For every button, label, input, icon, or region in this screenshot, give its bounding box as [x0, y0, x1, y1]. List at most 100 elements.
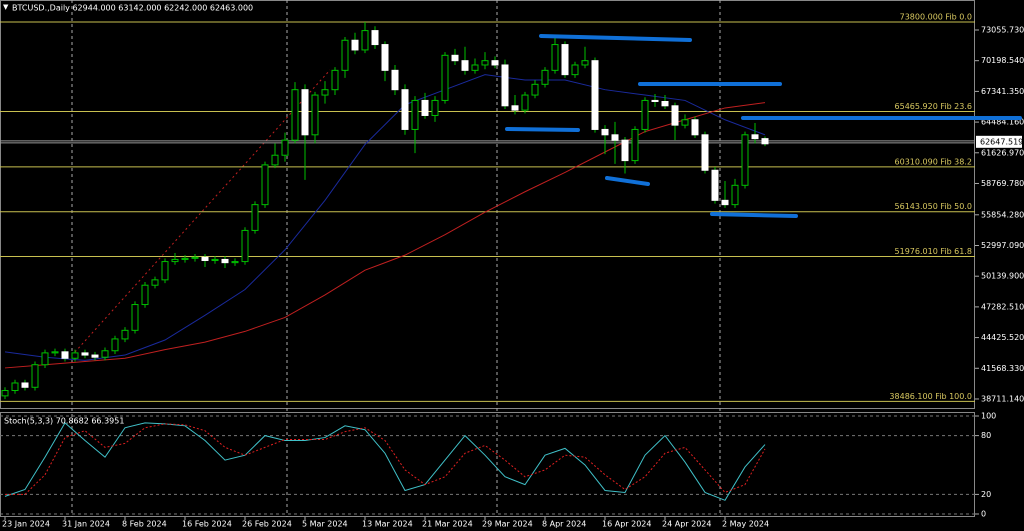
x-tick-label: 8 Feb 2024	[122, 520, 167, 529]
main-panel-frame	[0, 0, 975, 409]
candle-body	[561, 44, 569, 76]
candle-body	[351, 39, 359, 51]
y-tick-label: 47282.510	[981, 302, 1024, 311]
candle-body	[551, 44, 559, 71]
candle-body	[461, 60, 469, 71]
x-tick-label: 16 Feb 2024	[182, 520, 232, 529]
y-tick-label: 55854.280	[981, 210, 1024, 219]
chart-title: BTCUSD.,Daily 62944.000 63142.000 62242.…	[12, 4, 253, 13]
candle-body	[591, 60, 599, 130]
candle-body	[611, 134, 619, 141]
stoch-panel-frame	[0, 412, 975, 517]
menu-icon[interactable]: ▼	[3, 3, 9, 11]
y-tick-label: 0	[981, 510, 986, 519]
candle-body	[661, 101, 669, 107]
candle-body	[481, 60, 489, 66]
y-tick-label: 50139.900	[981, 272, 1024, 281]
x-tick-label: 23 Jan 2024	[2, 520, 50, 529]
y-tick-label: 80	[981, 431, 991, 440]
x-tick-label: 31 Jan 2024	[62, 520, 110, 529]
candle-body	[601, 128, 609, 136]
candle-body	[381, 44, 389, 71]
candle-body	[451, 54, 459, 62]
candle-body	[701, 134, 709, 171]
candle-body	[111, 338, 119, 352]
drawn-line	[505, 127, 580, 132]
candle-body	[151, 279, 159, 286]
candle-body	[31, 364, 39, 388]
y-tick-label: 20	[981, 490, 991, 499]
candle-body	[431, 99, 439, 116]
candle-body	[61, 351, 69, 359]
candle-body	[341, 39, 349, 71]
candle-body	[241, 229, 249, 263]
candle-body	[491, 60, 499, 66]
price-label: 62647.519	[980, 137, 1023, 146]
candle-body	[681, 119, 689, 126]
candle-body	[301, 89, 309, 136]
drawn-line	[605, 176, 650, 186]
fib-label: 73800.000 Fib 0.0	[900, 13, 972, 22]
fib-label: 56143.050 Fib 50.0	[895, 202, 972, 211]
candle-body	[411, 99, 419, 130]
candle-body	[751, 134, 759, 140]
fib-label: 38486.100 Fib 100.0	[889, 392, 972, 401]
candle-body	[271, 154, 279, 166]
candle-body	[581, 60, 589, 66]
candle-body	[221, 258, 229, 264]
candle-body	[71, 352, 79, 359]
candle-body	[571, 64, 579, 76]
y-tick-label: 73055.730	[981, 25, 1024, 34]
candle-body	[441, 54, 449, 101]
candle-body	[541, 69, 549, 85]
drawn-line	[539, 34, 692, 42]
candle-body	[121, 329, 129, 340]
candle-body	[371, 30, 379, 46]
candle-body	[711, 169, 719, 201]
indicator-line	[4, 422, 766, 501]
candle-body	[251, 204, 259, 231]
candle-body	[731, 184, 739, 206]
candle-body	[181, 257, 189, 260]
x-tick-label: 13 Mar 2024	[362, 520, 413, 529]
candle-body	[321, 89, 329, 96]
candle-body	[621, 139, 629, 162]
candle-body	[761, 138, 769, 145]
x-tick-label: 2 May 2024	[722, 520, 769, 529]
x-tick-label: 5 Mar 2024	[302, 520, 348, 529]
candle-body	[471, 64, 479, 71]
indicator-line	[4, 74, 766, 361]
candle-body	[211, 258, 219, 262]
x-tick-label: 29 Mar 2024	[482, 520, 533, 529]
candle-body	[311, 94, 319, 136]
y-tick-label: 70198.540	[981, 56, 1024, 65]
candle-body	[631, 128, 639, 162]
fib-label: 65465.920 Fib 23.6	[895, 102, 972, 111]
candle-body	[171, 258, 179, 263]
stoch-title: Stoch(5,3,3) 70.8682 66.3951	[4, 417, 124, 426]
y-tick-label: 67341.350	[981, 87, 1024, 96]
candle-body	[741, 134, 749, 186]
candle-body	[281, 139, 289, 156]
candle-body	[201, 256, 209, 262]
candle-body	[691, 119, 699, 136]
price-box	[976, 135, 1022, 148]
y-tick-label: 41568.330	[981, 364, 1024, 373]
candle-body	[41, 352, 49, 366]
candle-body	[191, 256, 199, 259]
candle-body	[501, 64, 509, 107]
candle-body	[81, 352, 89, 356]
y-tick-label: 64484.160	[981, 118, 1024, 127]
candle-body	[331, 69, 339, 91]
candle-body	[231, 261, 239, 264]
candle-body	[511, 105, 519, 111]
candle-body	[671, 105, 679, 126]
candle-body	[1, 389, 9, 397]
candle-body	[641, 99, 649, 130]
candle-body	[521, 94, 529, 111]
y-tick-label: 52997.090	[981, 241, 1024, 250]
candle-body	[721, 199, 729, 206]
candle-body	[101, 350, 109, 358]
candle-body	[261, 164, 269, 206]
